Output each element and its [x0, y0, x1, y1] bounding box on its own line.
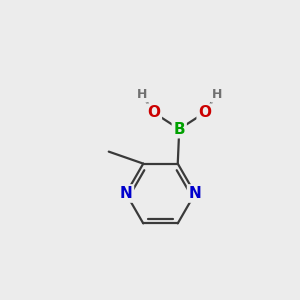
Text: O: O — [147, 105, 160, 120]
Text: N: N — [189, 186, 201, 201]
Text: N: N — [120, 186, 132, 201]
Text: H: H — [136, 88, 147, 101]
Text: B: B — [173, 122, 185, 136]
Text: H: H — [212, 88, 222, 101]
Text: O: O — [198, 105, 211, 120]
